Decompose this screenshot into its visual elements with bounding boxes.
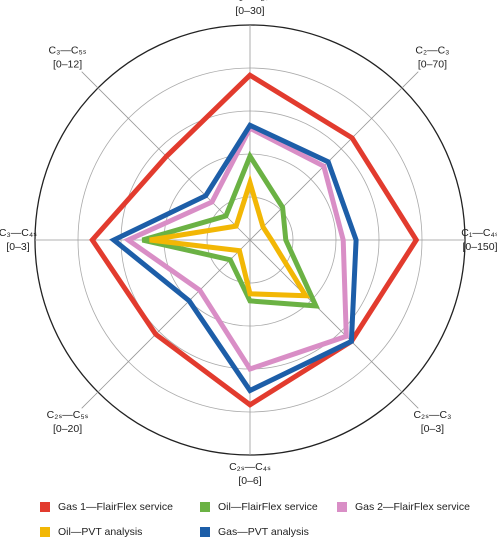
axis-spoke <box>249 71 419 241</box>
axis-range: [0–12] <box>53 58 82 70</box>
legend-label: Gas 1—FlairFlex service <box>58 501 173 513</box>
axis-range: [0–30] <box>235 5 264 17</box>
legend-swatch <box>200 527 210 537</box>
axis-range: [0–3] <box>6 241 29 253</box>
legend-swatch <box>337 502 347 512</box>
series-line <box>149 174 311 299</box>
axis-label: C₂ₛ—C₃ <box>413 409 451 421</box>
legend-label: Oil—PVT analysis <box>58 526 142 538</box>
series-line <box>89 72 420 408</box>
axis-label: C₂ₛ—C₅ₛ <box>47 409 89 421</box>
legend-swatch <box>200 502 210 512</box>
axis-label: C₂ₛ—C₄ₛ <box>229 461 271 473</box>
legend-swatch <box>40 502 50 512</box>
axis-label: C₂—C₃ <box>415 44 449 56</box>
axis-range: [0–6] <box>238 475 261 487</box>
axis-range: [0–3] <box>421 423 444 435</box>
legend-swatch <box>40 527 50 537</box>
series-line <box>109 122 359 394</box>
legend-label: Oil—FlairFlex service <box>218 501 318 513</box>
series-line <box>123 124 349 372</box>
legend-label: Gas—PVT analysis <box>218 526 309 538</box>
legend-label: Gas 2—FlairFlex service <box>355 501 470 513</box>
series-line <box>141 150 320 309</box>
axis-range: [0–70] <box>418 58 447 70</box>
axis-range: [0–150] <box>462 241 497 253</box>
axis-label: C₁—C₄ₛ <box>461 227 497 239</box>
axis-label: C₁—C₂ₛ <box>231 0 268 3</box>
axis-label: C₃—C₄ₛ <box>0 227 37 239</box>
axis-label: C₃—C₅ₛ <box>49 44 87 56</box>
axis-spoke <box>81 239 251 409</box>
axis-range: [0–20] <box>53 423 82 435</box>
axis-spoke <box>249 239 419 409</box>
